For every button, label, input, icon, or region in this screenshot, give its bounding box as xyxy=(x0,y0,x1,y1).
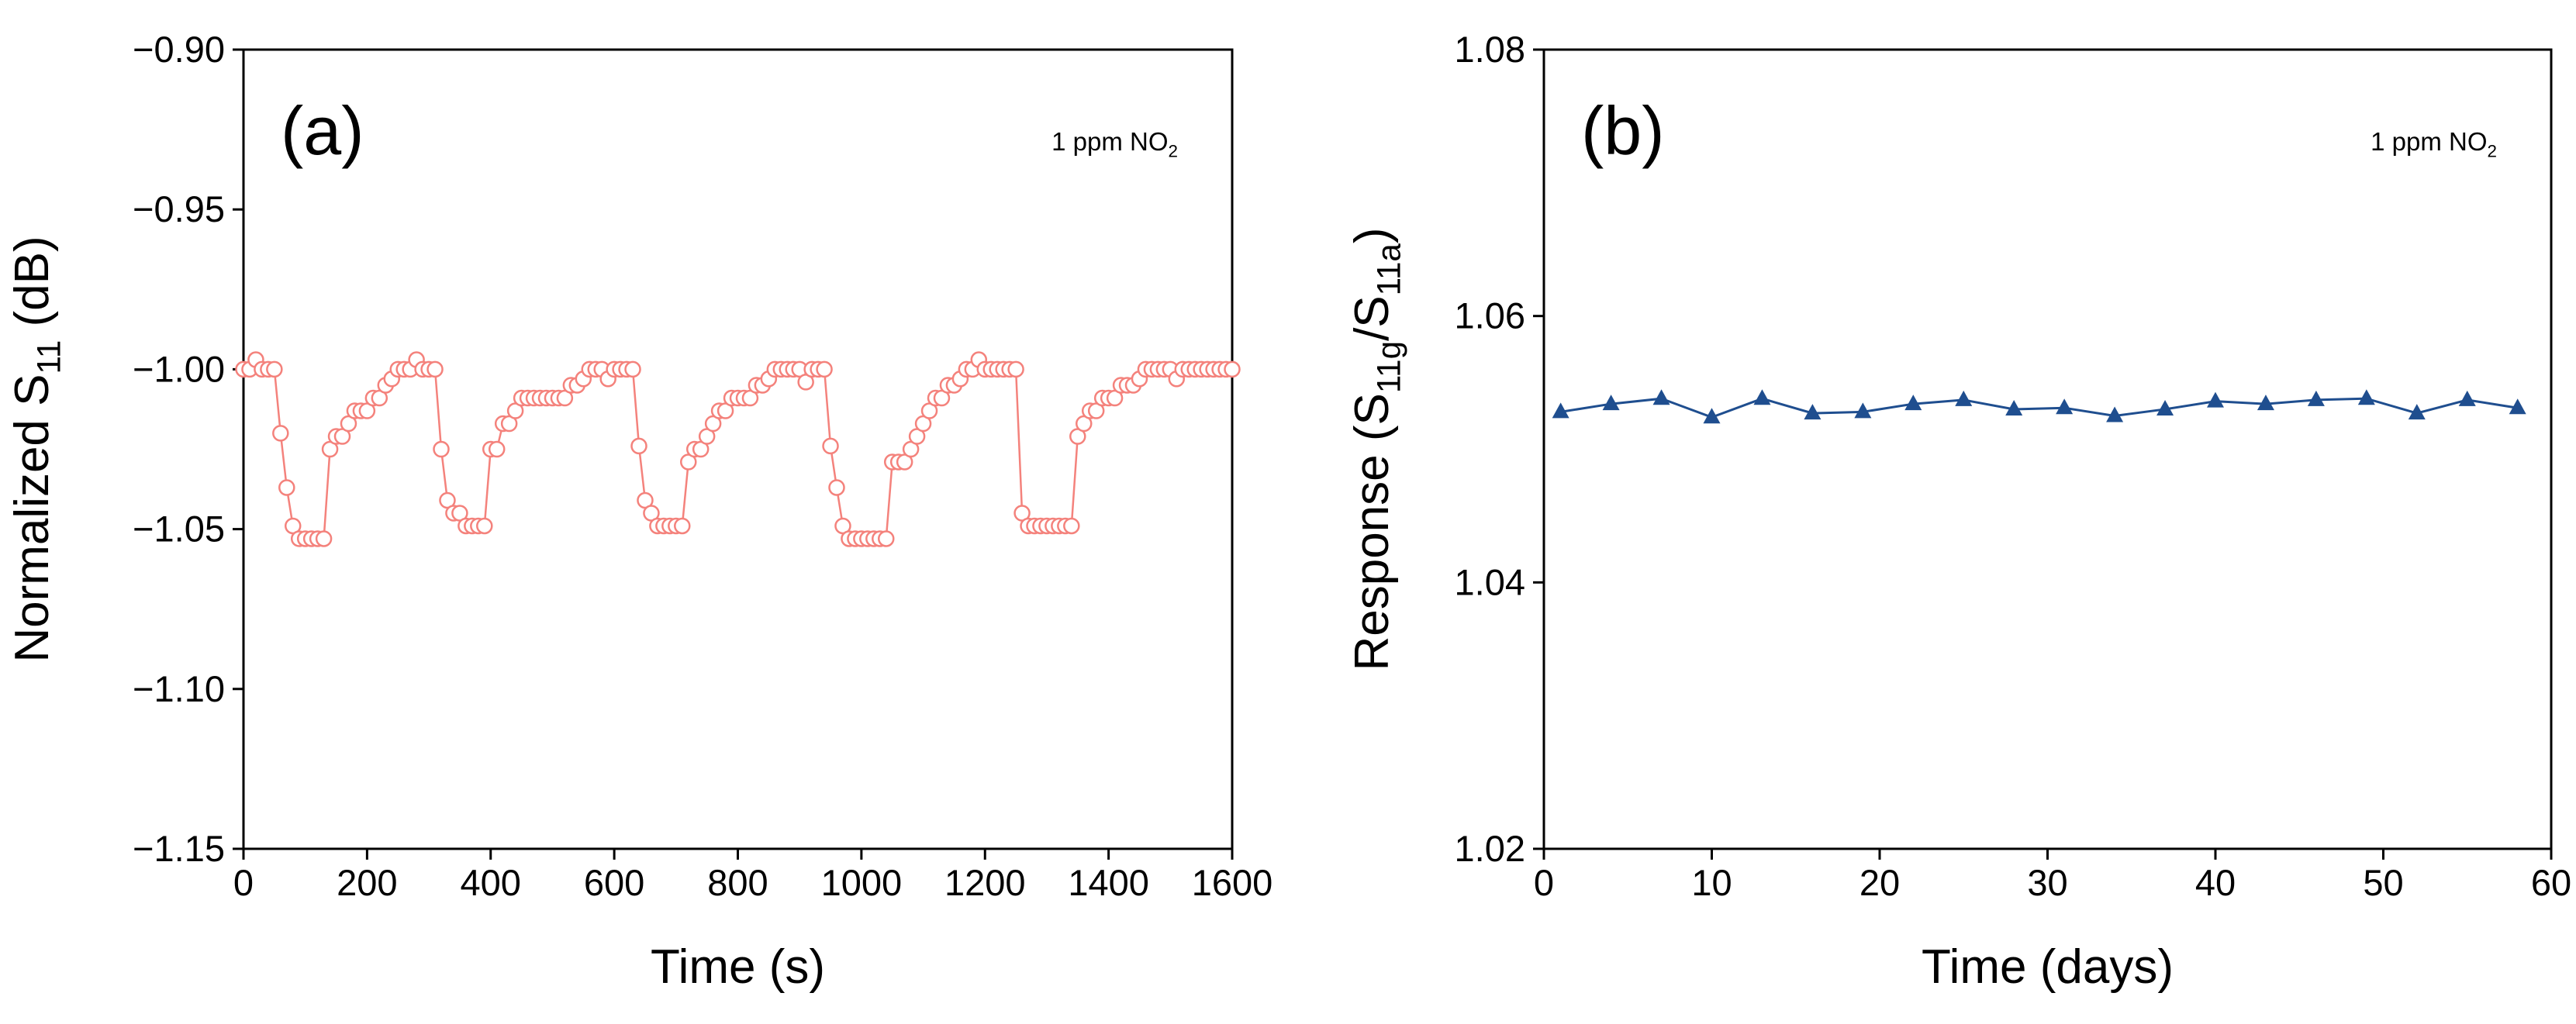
y-tick-label: −0.90 xyxy=(133,29,225,70)
marker xyxy=(1602,395,1620,411)
annotation: 1 ppm NO2 xyxy=(2371,127,2497,160)
marker xyxy=(2005,399,2023,415)
text-part: Normalized S xyxy=(5,374,59,663)
marker xyxy=(630,437,647,455)
text-part: /S xyxy=(1345,295,1399,341)
x-tick-label: 200 xyxy=(337,862,397,903)
x-tick-label: 1400 xyxy=(1068,862,1149,903)
y-tick-label: −1.00 xyxy=(133,348,225,389)
text-part: ) xyxy=(1345,227,1399,243)
plot-frame xyxy=(242,48,1234,850)
panel-label: (b) xyxy=(1581,92,1665,169)
marker xyxy=(278,479,295,496)
marker xyxy=(2257,395,2274,411)
y-tick-label: 1.06 xyxy=(1455,295,1525,336)
marker xyxy=(426,360,444,378)
x-tick-label: 1000 xyxy=(821,862,903,903)
marker xyxy=(1753,389,1771,405)
marker xyxy=(1007,360,1024,378)
marker xyxy=(1063,517,1080,535)
marker xyxy=(1652,389,1670,405)
marker xyxy=(1804,404,1822,420)
y-axis-title: Response (S11g/S11a) xyxy=(1345,227,1407,671)
x-tick-label: 10 xyxy=(1691,862,1732,903)
marker xyxy=(476,517,493,535)
x-axis-title: Time (s) xyxy=(651,940,825,994)
marker xyxy=(1955,390,1973,406)
series-line xyxy=(1560,397,2518,419)
marker xyxy=(272,425,289,442)
text-part: (dB) xyxy=(5,236,59,340)
marker xyxy=(315,530,333,547)
y-tick-label: −1.05 xyxy=(133,509,225,550)
y-axis-title: Normalized S11 (dB) xyxy=(5,236,67,662)
x-tick-label: 60 xyxy=(2531,862,2571,903)
marker xyxy=(1552,402,1569,419)
panel: 0 200 400 600 800 1000 1200 1400 1600 −1.15 −1.10 −… xyxy=(5,29,1272,994)
y-tick-label: −1.15 xyxy=(133,828,225,869)
marker xyxy=(624,360,641,378)
x-tick-label: 800 xyxy=(707,862,768,903)
x-tick-label: 20 xyxy=(1859,862,1900,903)
marker xyxy=(828,479,845,496)
y-tick-label: 1.04 xyxy=(1455,561,1525,602)
x-tick-label: 400 xyxy=(461,862,521,903)
text-part: Response (S xyxy=(1345,393,1399,671)
marker xyxy=(488,440,506,458)
text-part: 1 ppm NO xyxy=(1051,127,1168,156)
text-part: 1 ppm NO xyxy=(2371,127,2487,156)
marker xyxy=(674,517,691,535)
subscript: 11g xyxy=(1371,341,1407,393)
plot-frame xyxy=(1542,48,2553,850)
marker xyxy=(816,360,833,378)
subscript: 11 xyxy=(31,340,67,374)
marker xyxy=(433,440,450,458)
marker xyxy=(1854,402,1872,419)
marker xyxy=(2056,398,2074,415)
panel-label: (a) xyxy=(281,92,364,169)
x-tick-label: 0 xyxy=(1534,862,1554,903)
x-tick-label: 1200 xyxy=(944,862,1026,903)
marker xyxy=(2357,389,2375,405)
marker xyxy=(1904,395,1922,411)
x-tick-label: 50 xyxy=(2363,862,2403,903)
marker xyxy=(2106,406,2124,422)
x-tick-label: 30 xyxy=(2027,862,2067,903)
y-tick-label: −0.95 xyxy=(133,188,225,229)
panel: 0 10 20 30 40 50 60 1.02 1.04 1.06 1.08 Time (days)… xyxy=(1345,29,2571,994)
marker xyxy=(1703,408,1721,424)
subscript: 2 xyxy=(1169,141,1178,160)
y-tick-label: 1.02 xyxy=(1455,828,1525,869)
subscript: 11a xyxy=(1371,243,1407,296)
marker xyxy=(2307,390,2325,406)
x-tick-label: 1600 xyxy=(1192,862,1273,903)
marker xyxy=(2156,399,2174,415)
x-axis-title: Time (days) xyxy=(1922,940,2174,994)
x-tick-label: 40 xyxy=(2195,862,2236,903)
marker xyxy=(2458,390,2476,406)
marker xyxy=(2509,398,2526,415)
marker xyxy=(1224,360,1241,378)
marker xyxy=(2207,391,2224,408)
marker xyxy=(266,360,283,378)
subscript: 2 xyxy=(2488,141,2497,160)
annotation: 1 ppm NO2 xyxy=(1051,127,1178,160)
y-tick-label: −1.10 xyxy=(133,668,225,709)
marker xyxy=(822,437,839,455)
marker xyxy=(878,530,895,547)
x-tick-label: 600 xyxy=(584,862,644,903)
x-tick-label: 0 xyxy=(233,862,254,903)
y-tick-label: 1.08 xyxy=(1455,29,1525,70)
marker xyxy=(2408,404,2426,420)
